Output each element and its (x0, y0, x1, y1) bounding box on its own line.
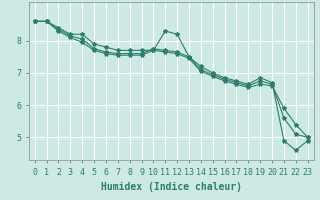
X-axis label: Humidex (Indice chaleur): Humidex (Indice chaleur) (101, 182, 242, 192)
